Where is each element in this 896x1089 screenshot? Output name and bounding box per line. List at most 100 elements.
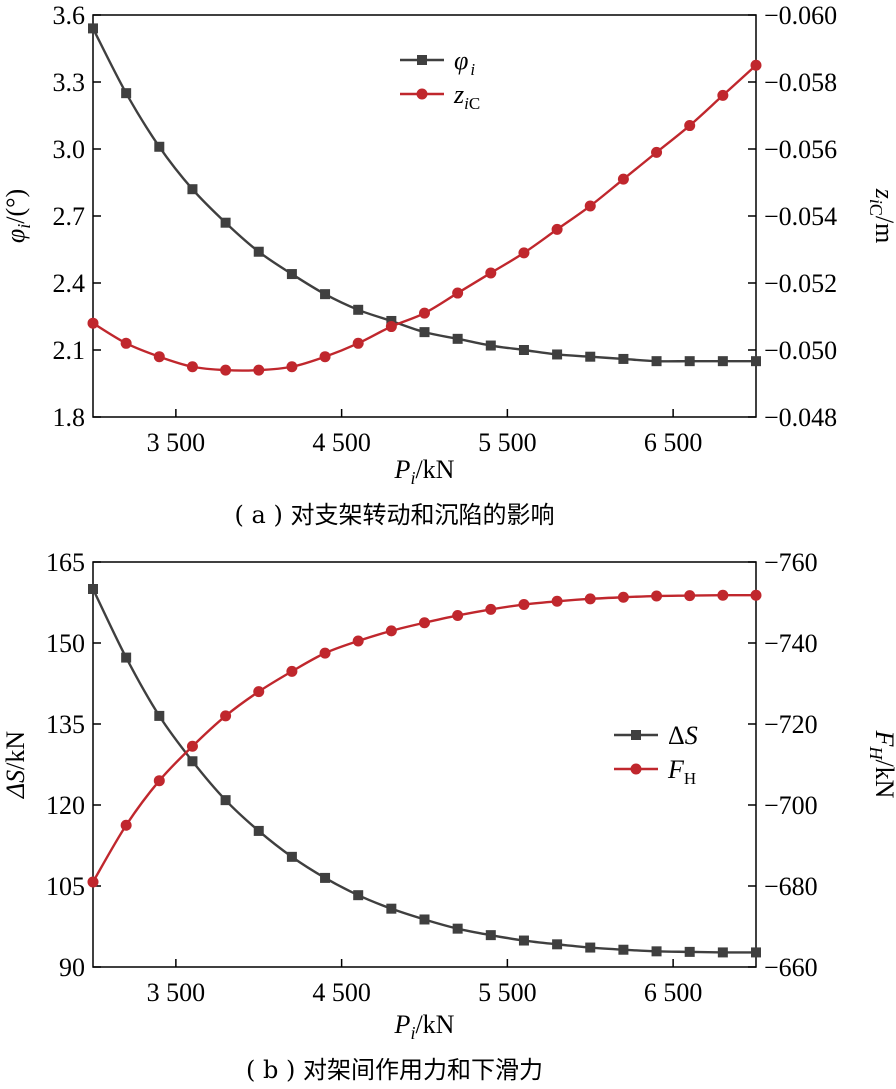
data-point-circle xyxy=(352,337,364,349)
legend-label: ΔS xyxy=(668,721,698,750)
data-point-square xyxy=(485,930,496,941)
data-point-circle xyxy=(153,775,165,787)
x-axis-title: Pi/kN xyxy=(394,455,455,488)
x-tick-label: 6 500 xyxy=(644,428,703,457)
data-point-square xyxy=(419,327,430,338)
data-point-square xyxy=(518,345,529,355)
y-left-tick-label: 150 xyxy=(46,629,85,658)
x-axis-title: Pi/kN xyxy=(394,1010,455,1043)
data-point-square xyxy=(320,872,331,883)
data-point-square xyxy=(452,923,463,934)
data-point-square xyxy=(651,356,662,367)
data-point-circle xyxy=(153,351,165,363)
data-point-circle xyxy=(419,307,430,319)
y-left-tick-label: 165 xyxy=(46,548,85,577)
series-line xyxy=(91,588,757,954)
y-right-tick-label: −760 xyxy=(764,548,818,577)
y-left-axis-title: ΔS/kN xyxy=(1,731,30,799)
data-point-circle xyxy=(518,247,530,259)
legend-marker-square xyxy=(631,730,641,740)
y-right-tick-label: −660 xyxy=(764,953,818,982)
data-point-square xyxy=(585,351,596,362)
data-point-square xyxy=(386,315,397,326)
data-point-square xyxy=(88,23,98,34)
data-point-circle xyxy=(253,364,265,376)
data-point-square xyxy=(187,184,198,195)
data-point-circle xyxy=(87,317,99,329)
data-point-circle xyxy=(750,59,762,71)
data-point-circle xyxy=(750,589,762,601)
data-point-square xyxy=(717,356,728,367)
data-point-circle xyxy=(120,337,132,349)
data-point-circle xyxy=(651,590,663,602)
data-point-square xyxy=(552,939,563,950)
data-point-square xyxy=(253,825,264,836)
data-point-square xyxy=(353,890,364,901)
data-point-circle xyxy=(485,603,497,615)
y-left-tick-label: 135 xyxy=(46,710,85,739)
data-point-circle xyxy=(617,591,629,603)
data-point-square xyxy=(286,269,297,280)
data-point-circle xyxy=(286,361,298,373)
series-square xyxy=(88,584,761,958)
data-point-circle xyxy=(319,647,331,659)
panel-a-rotation-subsidence-chart: 3 500 4 500 5 500 6 500 1.8 2.1 2.4 2.7 3.0 3.3 3.… xyxy=(1,1,896,529)
y-left-tick-label: 3.6 xyxy=(53,1,86,30)
data-point-circle xyxy=(120,819,132,831)
series-line xyxy=(91,593,757,883)
y-right-tick-label: −680 xyxy=(764,872,818,901)
data-point-circle xyxy=(551,223,563,235)
y-right-tick-label: −0.058 xyxy=(764,68,837,97)
data-point-circle xyxy=(419,617,430,629)
y-right-tick-label: −0.056 xyxy=(764,135,837,164)
panel-b-inter-support-force-chart: 3 500 4 500 5 500 6 500 90 105 120 135 150 165 −66… xyxy=(1,548,896,1084)
data-point-circle xyxy=(452,609,464,621)
data-point-square xyxy=(320,289,331,300)
data-point-circle xyxy=(584,200,596,212)
y-left-axis-title: φi/(°) xyxy=(1,189,34,243)
data-point-square xyxy=(751,356,761,367)
data-point-square xyxy=(154,710,165,721)
series-line xyxy=(92,64,757,372)
y-right-axis-title: FH/kN xyxy=(866,730,896,799)
data-point-circle xyxy=(319,351,331,363)
legend-marker-square xyxy=(417,55,427,65)
data-point-circle xyxy=(186,740,198,752)
data-point-circle xyxy=(220,710,232,722)
data-point-square xyxy=(386,903,397,914)
x-tick-label: 6 500 xyxy=(644,978,703,1007)
data-point-circle xyxy=(253,686,265,698)
series-circle xyxy=(87,589,762,888)
series-square xyxy=(88,23,761,367)
data-point-circle xyxy=(684,590,696,602)
y-left-tick-label: 1.8 xyxy=(53,403,86,432)
data-point-circle xyxy=(186,361,198,373)
data-point-square xyxy=(286,851,297,862)
legend-label: FH xyxy=(667,755,696,788)
y-right-tick-label: −0.052 xyxy=(764,269,837,298)
plot-frame xyxy=(92,561,757,968)
legend-marker-circle xyxy=(416,88,428,100)
y-left-tick-label: 105 xyxy=(46,872,85,901)
data-point-square xyxy=(353,304,364,315)
y-right-axis-title: ziC/m xyxy=(866,188,896,244)
data-point-circle xyxy=(684,120,696,132)
data-point-square xyxy=(220,217,231,228)
series-circle xyxy=(87,59,762,376)
data-point-circle xyxy=(584,593,596,605)
data-point-square xyxy=(154,141,165,152)
data-point-circle xyxy=(717,89,729,101)
y-right-tick-label: −0.048 xyxy=(764,403,837,432)
legend-marker-circle xyxy=(630,763,642,775)
data-point-circle xyxy=(452,287,464,299)
data-point-square xyxy=(253,246,264,257)
x-tick-label: 5 500 xyxy=(478,428,537,457)
figure-caption: ( b ) 对架间作用力和下滑力 xyxy=(246,1056,543,1084)
y-left-tick-label: 2.7 xyxy=(53,202,86,231)
x-tick-label: 5 500 xyxy=(478,978,537,1007)
data-point-circle xyxy=(286,665,298,677)
legend-label: ziC xyxy=(453,80,480,113)
data-point-square xyxy=(651,946,662,957)
